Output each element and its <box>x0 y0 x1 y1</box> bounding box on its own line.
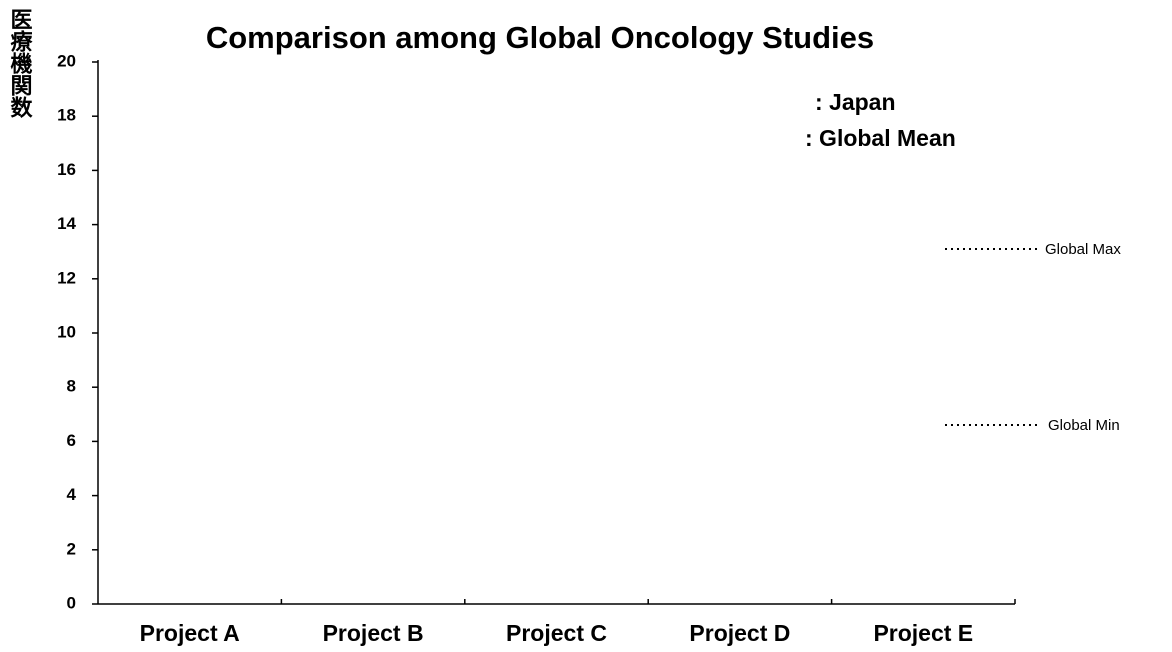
x-tick-label: Project A <box>140 620 240 646</box>
y-tick-label: 4 <box>67 485 77 504</box>
y-tick-label: 16 <box>57 160 76 179</box>
y-tick-label: 14 <box>57 214 76 233</box>
y-axis-label: 医療機関数 <box>8 8 33 119</box>
annotation: Global Min <box>1048 417 1120 434</box>
y-tick-label: 6 <box>67 431 76 450</box>
y-tick-label: 18 <box>57 106 76 125</box>
x-tick-label: Project C <box>506 620 607 646</box>
y-tick-label: 10 <box>57 322 76 341</box>
y-tick-label: 8 <box>67 377 76 396</box>
legend-entry: : Global Mean <box>805 125 956 151</box>
x-tick-label: Project E <box>873 620 973 646</box>
chart-title: Comparison among Global Oncology Studies <box>206 20 874 55</box>
y-tick-label: 20 <box>57 51 76 70</box>
x-tick-label: Project D <box>689 620 790 646</box>
annotation: Global Max <box>1045 241 1121 258</box>
y-tick-label: 0 <box>67 593 76 612</box>
y-tick-label: 12 <box>57 268 76 287</box>
y-tick-label: 2 <box>67 539 76 558</box>
legend-entry: : Japan <box>815 89 896 115</box>
x-tick-label: Project B <box>323 620 424 646</box>
